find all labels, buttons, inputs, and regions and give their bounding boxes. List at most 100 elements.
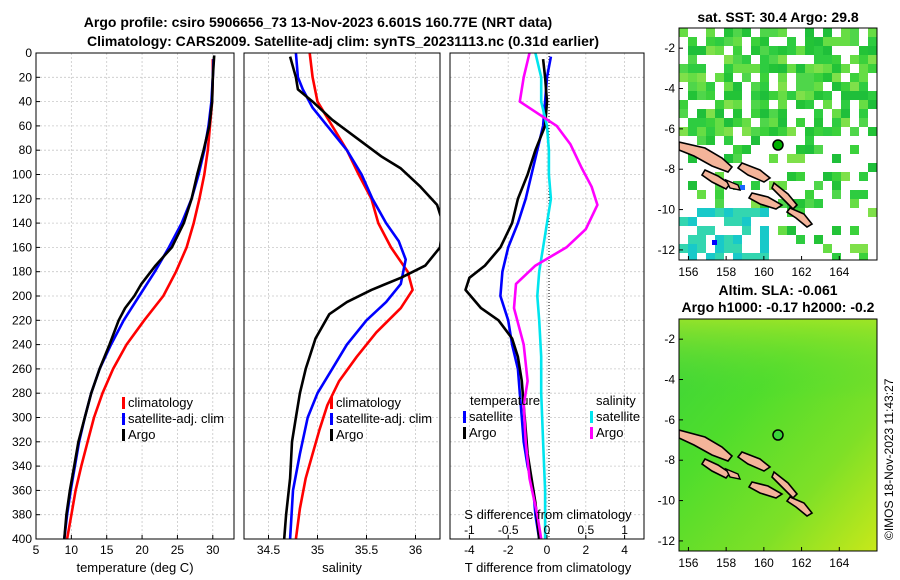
top-x-tick-label: 1 (621, 523, 628, 537)
sst-cell (868, 46, 877, 55)
legend-climatology-swatch (330, 397, 333, 409)
y-tick-label: 340 (12, 459, 32, 473)
sst-cell (778, 55, 787, 64)
sst-cell (841, 82, 850, 91)
x-tick-label: 34.5 (257, 543, 281, 557)
sst-cell (805, 28, 814, 37)
sst-cell (706, 109, 715, 118)
sst-cell (787, 64, 796, 73)
sst-cell (832, 127, 841, 136)
sst-cell (778, 118, 787, 127)
sst-cell (769, 28, 778, 37)
sst-cell (733, 55, 742, 64)
sst-cell (760, 127, 769, 136)
sst-cell (760, 37, 769, 46)
sst-cell (733, 91, 742, 100)
title-line-1: Argo profile: csiro 5906656_73 13-Nov-20… (84, 14, 552, 30)
island-makira (785, 207, 814, 228)
sst-cell (832, 118, 841, 127)
sla-argo-position (772, 429, 784, 441)
sst-map-frame (678, 27, 878, 261)
sst-cell (850, 145, 859, 154)
y-tick-label: 280 (12, 386, 32, 400)
y-tick-label: 140 (12, 216, 32, 230)
sst-cell (688, 253, 697, 260)
title-line-2: Climatology: CARS2009. Satellite-adj cli… (87, 33, 599, 49)
sst-cell (868, 127, 877, 136)
map-x-tick-label: 158 (716, 265, 736, 279)
map-y-tick-label: -6 (664, 122, 675, 136)
salinity-panel-frame (243, 52, 441, 540)
sst-cell (733, 208, 742, 217)
sst-cell (823, 127, 832, 136)
sst-cell (751, 199, 760, 208)
series-satellite-adj-clim (288, 53, 407, 539)
sst-cell (769, 118, 778, 127)
salinity-axis-label: salinity (322, 560, 362, 575)
sst-cell (859, 100, 868, 109)
island-guadalcanal (747, 481, 784, 499)
sst-cell (742, 253, 751, 260)
sst-cell (751, 109, 760, 118)
legend-climatology: climatology (336, 395, 402, 410)
series-climatology (294, 53, 414, 539)
sst-cell (724, 28, 733, 37)
sst-cell (859, 55, 868, 64)
sst-cell (841, 109, 850, 118)
sst-cell (787, 37, 796, 46)
sst-cell (733, 154, 742, 163)
legend-climatology-swatch (122, 397, 125, 409)
sst-cell (778, 226, 787, 235)
sst-cell (778, 28, 787, 37)
sst-cell (787, 127, 796, 136)
sst-cell (697, 190, 706, 199)
sst-cell (688, 46, 697, 55)
sst-cell (787, 46, 796, 55)
sst-cell (787, 91, 796, 100)
sst-cell (823, 91, 832, 100)
sst-cell (733, 253, 742, 260)
sst-cell (706, 226, 715, 235)
sst-cell (805, 37, 814, 46)
sst-cell (796, 145, 805, 154)
top-x-tick-label: 0.5 (577, 523, 594, 537)
sst-cell (742, 73, 751, 82)
y-tick-label: 300 (12, 411, 32, 425)
sst-cell (742, 64, 751, 73)
sst-cell (688, 244, 697, 253)
sst-cell (859, 91, 868, 100)
legend-salinity-title: salinity (596, 393, 636, 408)
sst-cell (688, 118, 697, 127)
sst-cell (706, 28, 715, 37)
map-y-tick-label: -2 (664, 41, 675, 55)
sst-cell (706, 91, 715, 100)
sst-cell (796, 118, 805, 127)
sst-cell (805, 64, 814, 73)
sst-cell (715, 127, 724, 136)
sst-cell (769, 127, 778, 136)
sst-cell (742, 145, 751, 154)
sst-cell (850, 55, 859, 64)
sst-cell (850, 37, 859, 46)
s-difference-axis-label: S difference from climatology (464, 507, 632, 522)
sst-cell (814, 37, 823, 46)
sst-cell (868, 64, 877, 73)
sst-cell (778, 46, 787, 55)
sst-cell (796, 100, 805, 109)
sst-cell (697, 136, 706, 145)
sst-cell (733, 46, 742, 55)
y-tick-label: 200 (12, 289, 32, 303)
t-difference-axis-label: T difference from climatology (465, 560, 632, 575)
x-tick-label: 15 (100, 543, 114, 557)
map-y-tick-label: -10 (658, 203, 676, 217)
sst-cell (778, 100, 787, 109)
temperature-axis-label: temperature (deg C) (76, 560, 193, 575)
sst-cell (688, 82, 697, 91)
x-tick-label: 30 (206, 543, 220, 557)
sst-cell (733, 217, 742, 226)
y-tick-label: 400 (12, 532, 32, 546)
sst-cell (715, 235, 724, 244)
legend-satellite-swatch (330, 413, 333, 425)
sst-cell (724, 82, 733, 91)
